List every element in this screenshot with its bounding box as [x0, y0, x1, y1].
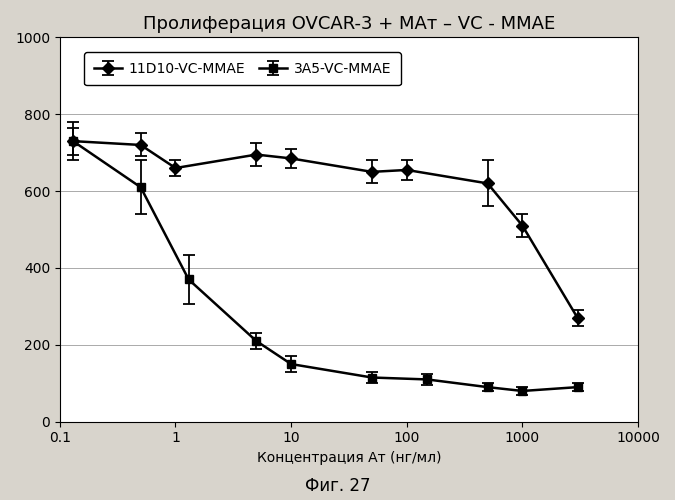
X-axis label: Концентрация Ат (нг/мл): Концентрация Ат (нг/мл)	[256, 451, 441, 465]
Legend: 11D10-VC-MMAE, 3А5-VC-MMAE: 11D10-VC-MMAE, 3А5-VC-MMAE	[84, 52, 401, 86]
Text: Фиг. 27: Фиг. 27	[304, 477, 371, 495]
Title: Пролиферация OVCAR-3 + МАт – VC - MMAE: Пролиферация OVCAR-3 + МАт – VC - MMAE	[143, 15, 555, 33]
